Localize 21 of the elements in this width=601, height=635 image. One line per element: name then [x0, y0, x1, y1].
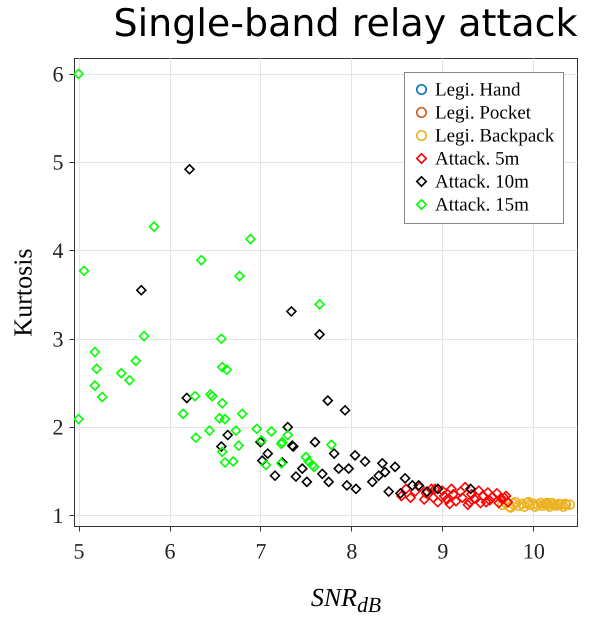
x-tick-label: 8 — [346, 538, 358, 564]
chart-title: Single-band relay attack — [113, 1, 578, 45]
y-tick-label: 4 — [52, 238, 64, 263]
x-axis-title: SNR$_{dB}$ — [310, 583, 382, 618]
y-tick-label: 5 — [52, 150, 64, 175]
y-axis-title: Kurtosis — [8, 248, 38, 337]
y-tick-label: 1 — [52, 502, 64, 528]
x-tick-label: 6 — [164, 538, 176, 564]
legend-label: Legi. Backpack — [435, 126, 555, 146]
legend-label: Attack. 15m — [435, 194, 530, 216]
x-tick-label: 9 — [437, 538, 448, 564]
x-tick-label: 7 — [255, 538, 266, 564]
legend-label: Attack. 5m — [435, 148, 520, 170]
y-tick-label: 6 — [52, 61, 64, 86]
y-tick-label: 2 — [52, 414, 64, 440]
legend-label: Legi. Pocket — [435, 102, 532, 124]
x-tick-label: 10 — [522, 538, 545, 564]
x-tick-label: 5 — [74, 538, 85, 564]
legend-label: Attack. 10m — [435, 172, 530, 192]
y-tick-label: 3 — [52, 326, 64, 352]
legend-label: Legi. Hand — [435, 80, 521, 100]
